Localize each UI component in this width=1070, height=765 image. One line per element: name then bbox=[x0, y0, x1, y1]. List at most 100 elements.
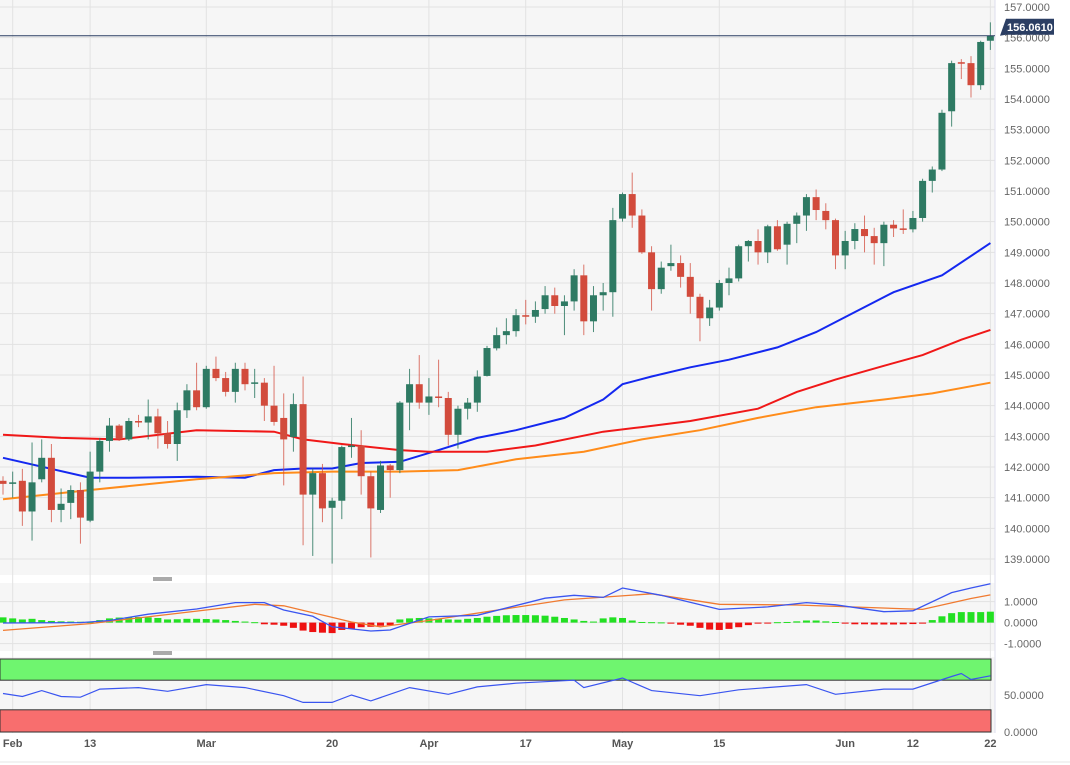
candle-body bbox=[270, 405, 278, 422]
candle-body bbox=[9, 482, 17, 484]
candle bbox=[764, 224, 772, 264]
candle-body bbox=[648, 252, 656, 290]
candle bbox=[512, 309, 520, 337]
candle bbox=[667, 244, 675, 271]
candle-body bbox=[802, 197, 810, 216]
macd-histogram-bar bbox=[822, 621, 830, 623]
macd-histogram-bar bbox=[967, 612, 975, 623]
candle bbox=[919, 178, 927, 222]
candle bbox=[57, 488, 65, 523]
candle bbox=[802, 194, 810, 231]
macd-histogram-bar bbox=[725, 622, 733, 629]
current-price-tag bbox=[1000, 18, 1054, 36]
macd-histogram-bar bbox=[396, 619, 404, 623]
candle-body bbox=[202, 368, 210, 408]
candle-body bbox=[589, 295, 597, 322]
moving-average-line bbox=[2, 381, 991, 501]
candle-body bbox=[0, 480, 7, 484]
candle-body bbox=[444, 398, 452, 435]
date-axis: Feb 13 Mar 20 Apr 17 May 15 Jun 12 22 bbox=[3, 738, 997, 750]
candle bbox=[415, 355, 423, 409]
candle bbox=[493, 327, 501, 351]
candle-body bbox=[135, 421, 143, 423]
macd-histogram-bar bbox=[522, 615, 530, 623]
macd-histogram-bar bbox=[841, 622, 849, 624]
panel-resize-handle[interactable] bbox=[153, 577, 172, 581]
candle bbox=[812, 189, 820, 221]
candle-body bbox=[67, 490, 75, 503]
candle-body bbox=[599, 292, 607, 296]
x-tick-label: May bbox=[612, 738, 634, 750]
y-tick-label: 155.0000 bbox=[1004, 63, 1050, 75]
macd-histogram-bar bbox=[899, 622, 907, 625]
macd-histogram-bar bbox=[667, 622, 675, 624]
macd-histogram-bar bbox=[773, 622, 781, 624]
x-tick-label: 17 bbox=[520, 738, 532, 750]
macd-histogram-bar bbox=[347, 622, 355, 629]
y-tick-label: 143.0000 bbox=[1004, 431, 1050, 443]
candle-body bbox=[435, 396, 443, 399]
macd-histogram-bar bbox=[599, 618, 607, 623]
macd-histogram-bar bbox=[57, 621, 65, 623]
candle bbox=[105, 417, 113, 452]
candle bbox=[328, 497, 336, 564]
macd-histogram-bar bbox=[38, 620, 46, 623]
candle-body bbox=[231, 368, 239, 392]
candle bbox=[241, 362, 249, 391]
candle-body bbox=[164, 433, 172, 445]
candle-body bbox=[783, 223, 791, 245]
candle-body bbox=[328, 500, 336, 508]
y-tick-label: 151.0000 bbox=[1004, 186, 1050, 198]
candle-body bbox=[212, 368, 220, 379]
candle-body bbox=[841, 240, 849, 256]
candle-body bbox=[890, 224, 898, 229]
candle-body bbox=[657, 267, 665, 290]
candle bbox=[406, 368, 414, 431]
macd-tick-label: -1.0000 bbox=[1004, 639, 1041, 651]
macd-histogram-bar bbox=[309, 622, 317, 633]
rsi-tick-label: 0.0000 bbox=[1004, 727, 1038, 739]
macd-histogram-bar bbox=[831, 621, 839, 623]
moving-average-line bbox=[2, 328, 991, 453]
macd-indicator bbox=[0, 583, 994, 634]
y-tick-label: 142.0000 bbox=[1004, 462, 1050, 474]
candle bbox=[744, 240, 752, 262]
x-tick-label: 22 bbox=[984, 738, 996, 750]
candle-body bbox=[744, 240, 752, 247]
candle-body bbox=[415, 384, 423, 403]
main-plot-area[interactable] bbox=[0, 0, 995, 575]
candle bbox=[47, 444, 55, 523]
candle-body bbox=[696, 296, 704, 319]
macd-histogram-bar bbox=[648, 622, 656, 624]
candle bbox=[909, 210, 917, 233]
macd-histogram-bar bbox=[986, 611, 994, 623]
candle bbox=[754, 229, 762, 265]
candle bbox=[957, 59, 965, 80]
candle-body bbox=[531, 309, 539, 317]
x-tick-label: Apr bbox=[419, 738, 439, 750]
macd-histogram-bar bbox=[270, 622, 278, 625]
candle bbox=[289, 393, 297, 452]
macd-histogram-bar bbox=[802, 620, 810, 623]
candle bbox=[706, 299, 714, 326]
candle bbox=[628, 172, 636, 228]
macd-histogram-bar bbox=[0, 617, 7, 623]
candle-body bbox=[251, 382, 259, 384]
macd-histogram-bar bbox=[47, 620, 55, 623]
candle-body bbox=[454, 408, 462, 435]
candle-body bbox=[338, 447, 346, 501]
candle bbox=[18, 468, 26, 526]
candle bbox=[522, 299, 530, 325]
candle bbox=[280, 393, 288, 486]
panel-resize-handle[interactable] bbox=[153, 651, 172, 655]
y-tick-label: 146.0000 bbox=[1004, 339, 1050, 351]
x-tick-label: Jun bbox=[835, 738, 855, 750]
candle bbox=[125, 417, 133, 441]
macd-histogram-bar bbox=[851, 622, 859, 625]
candle-body bbox=[193, 390, 201, 408]
candle bbox=[793, 212, 801, 244]
candle bbox=[531, 301, 539, 323]
candle-body bbox=[357, 445, 365, 477]
y-tick-label: 149.0000 bbox=[1004, 247, 1050, 259]
